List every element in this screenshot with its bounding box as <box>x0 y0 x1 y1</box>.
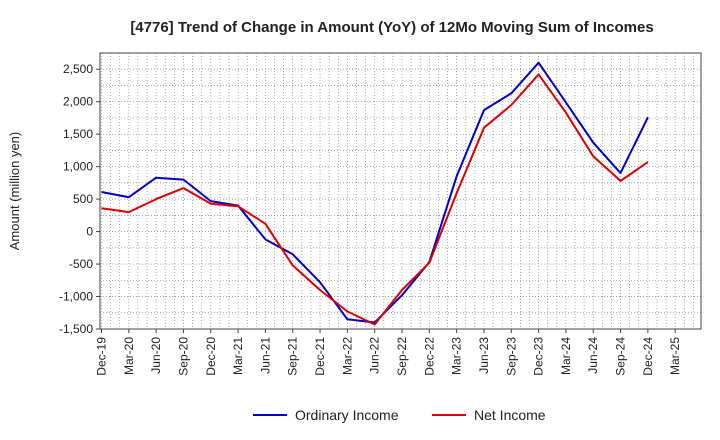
x-tick-label: Sep-23 <box>504 337 518 376</box>
legend: Ordinary Income Net Income <box>253 407 546 423</box>
x-tick-label: Mar-20 <box>122 337 136 375</box>
x-tick-label: Mar-23 <box>450 337 464 375</box>
x-tick-label: Mar-24 <box>559 337 573 375</box>
x-tick-label: Jun-23 <box>477 337 491 374</box>
x-tick-label: Jun-21 <box>258 337 272 374</box>
x-tick-label: Dec-19 <box>95 337 109 376</box>
y-axis-ticks: -1,500 -1,000 -500 0 500 1,000 1,500 2,000 2,500 <box>59 62 100 336</box>
x-axis-ticks: Dec-19 Mar-20 Jun-20 Sep-20 Dec-20 Mar-21 Jun-… <box>95 329 682 376</box>
y-tick-label: -1,000 <box>59 290 93 304</box>
legend-label-net-income: Net Income <box>474 407 546 423</box>
grid <box>100 52 701 330</box>
y-tick-label: -500 <box>69 257 93 271</box>
x-tick-label: Sep-24 <box>614 337 628 376</box>
x-tick-label: Sep-21 <box>286 337 300 376</box>
x-tick-label: Dec-23 <box>532 337 546 376</box>
x-tick-label: Sep-20 <box>176 337 190 376</box>
x-tick-label: Jun-22 <box>368 337 382 374</box>
x-tick-label: Jun-24 <box>586 337 600 374</box>
x-tick-label: Dec-22 <box>422 337 436 376</box>
y-tick-label: -1,500 <box>59 322 93 336</box>
x-tick-label: Sep-22 <box>395 337 409 376</box>
y-tick-label: 2,000 <box>63 95 93 109</box>
x-tick-label: Dec-20 <box>204 337 218 376</box>
x-tick-label: Mar-22 <box>340 337 354 375</box>
y-tick-label: 2,500 <box>63 62 93 76</box>
y-axis-label: Amount (million yen) <box>7 132 22 251</box>
y-tick-label: 1,000 <box>63 160 93 174</box>
x-tick-label: Mar-25 <box>668 337 682 375</box>
plot-area <box>99 52 702 330</box>
series-lines <box>101 61 649 326</box>
x-tick-label: Mar-21 <box>231 337 245 375</box>
x-tick-label: Dec-21 <box>313 337 327 376</box>
chart-title: [4776] Trend of Change in Amount (YoY) o… <box>130 19 653 36</box>
series-line-net-income <box>101 73 649 326</box>
y-tick-label: 1,500 <box>63 127 93 141</box>
y-tick-label: 0 <box>86 225 93 239</box>
x-tick-label: Jun-20 <box>149 337 163 374</box>
legend-label-ordinary-income: Ordinary Income <box>295 407 399 423</box>
y-tick-label: 500 <box>73 192 93 206</box>
series-line-ordinary-income <box>101 61 649 324</box>
x-tick-label: Dec-24 <box>641 337 655 376</box>
